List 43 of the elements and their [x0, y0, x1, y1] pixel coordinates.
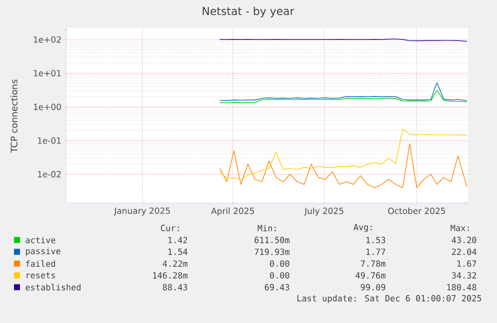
- y-axis-title: TCP connections: [10, 80, 18, 153]
- x-tick-label: April 2025: [211, 208, 254, 216]
- legend-label: passive: [26, 248, 60, 256]
- text: Last update: Sat Dec 6 01:00:07 2025: [297, 294, 482, 304]
- text: 99.09: [360, 284, 386, 290]
- text: 146.28m: [153, 272, 188, 279]
- text: Max:: [450, 224, 469, 232]
- text: Min:: [258, 224, 276, 232]
- text: 1.77: [366, 248, 386, 255]
- y-tick-label: 1e-02: [38, 171, 61, 178]
- legend-label: established: [26, 284, 80, 291]
- line-series: [219, 82, 468, 101]
- text: 43.20: [452, 236, 476, 244]
- text: 88.43: [162, 284, 188, 290]
- line-series: [219, 143, 468, 188]
- text: 719.93m: [254, 248, 290, 256]
- x-tick-label: January 2025: [114, 208, 170, 216]
- text: 22.04: [452, 248, 476, 256]
- y-tick-label: 1e+00: [34, 104, 61, 110]
- text: 0.00: [270, 260, 290, 267]
- text: Cur:: [160, 224, 179, 232]
- text: 0.00: [270, 272, 290, 279]
- text: 1.42: [168, 236, 188, 244]
- text: 1.54: [168, 248, 188, 255]
- y-tick-label: 1e+01: [34, 70, 61, 76]
- text: 180.48: [447, 284, 476, 290]
- text: 49.76m: [356, 272, 386, 279]
- text: 34.32: [452, 272, 476, 279]
- legend-label: failed: [26, 260, 55, 267]
- chart-title: Netstat - by year: [202, 6, 294, 18]
- y-tick-label: 1e+02: [34, 36, 61, 43]
- text: 7.78m: [360, 260, 386, 267]
- text: Avg:: [354, 224, 372, 232]
- text: 4.22m: [162, 260, 188, 267]
- x-tick-label: October 2025: [388, 208, 446, 214]
- y-tick-label: 1e-01: [38, 137, 61, 144]
- legend-label: resets: [26, 272, 55, 278]
- text: 1.53: [366, 236, 386, 244]
- legend-label: active: [26, 236, 56, 244]
- x-tick-label: July 2025: [304, 208, 344, 216]
- text: 611.50m: [254, 236, 290, 244]
- text: 1.67: [457, 260, 476, 267]
- text: 69.43: [264, 284, 290, 290]
